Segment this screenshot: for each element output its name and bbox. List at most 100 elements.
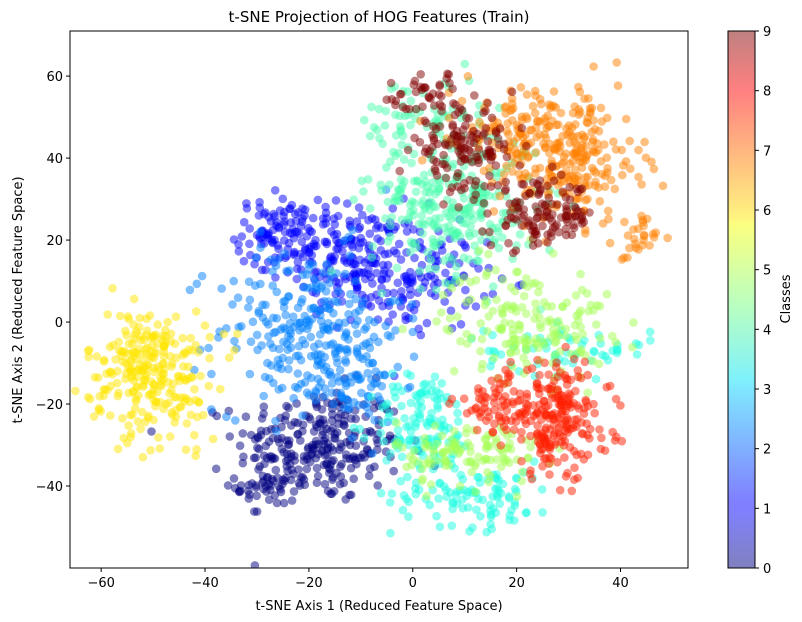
scatter-point-class-8: [555, 485, 565, 495]
scatter-point-class-6: [163, 317, 172, 327]
scatter-point-class-1: [433, 278, 443, 288]
scatter-point-class-2: [409, 352, 419, 362]
scatter-point-class-1: [388, 310, 398, 319]
scatter-point-class-0: [264, 495, 274, 505]
scatter-point-class-9: [409, 80, 419, 89]
scatter-point-class-9: [561, 193, 571, 202]
scatter-point-class-4: [327, 266, 336, 276]
scatter-point-class-6: [191, 395, 200, 405]
scatter-point-class-0: [274, 482, 284, 491]
scatter-point-class-3: [646, 336, 655, 345]
scatter-point-class-8: [572, 450, 581, 460]
scatter-point-class-7: [603, 206, 613, 216]
scatter-point-class-7: [556, 142, 565, 151]
scatter-point-class-1: [311, 235, 320, 245]
scatter-point-class-5: [523, 335, 533, 345]
scatter-point-class-4: [387, 213, 397, 222]
scatter-point-class-7: [556, 108, 566, 118]
scatter-point-class-7: [596, 103, 606, 113]
scatter-point-class-9: [495, 140, 504, 149]
scatter-point-class-7: [518, 152, 527, 161]
scatter-point-class-8: [566, 375, 575, 385]
scatter-point-class-6: [184, 345, 194, 355]
scatter-point-class-2: [251, 253, 261, 262]
scatter-point-class-1: [286, 218, 296, 227]
scatter-point-class-6: [204, 381, 214, 391]
scatter-point-class-2: [333, 358, 342, 368]
scatter-point-class-5: [497, 323, 507, 333]
scatter-point-class-9: [502, 152, 512, 162]
scatter-point-class-8: [550, 409, 559, 418]
scatter-point-class-7: [610, 184, 620, 194]
scatter-point-class-0: [336, 462, 345, 471]
scatter-point-class-7: [613, 81, 623, 90]
scatter-point-class-1: [356, 233, 366, 243]
scatter-point-class-8: [521, 419, 531, 429]
scatter-point-class-9: [469, 126, 479, 136]
scatter-point-class-9: [448, 120, 458, 129]
scatter-point-class-3: [382, 456, 392, 465]
scatter-point-class-8: [541, 411, 550, 420]
scatter-point-class-3: [433, 404, 443, 413]
scatter-point-class-9: [501, 185, 511, 194]
scatter-point-class-2: [356, 374, 366, 383]
scatter-point-class-1: [446, 306, 456, 316]
scatter-point-class-2: [295, 318, 305, 327]
scatter-point-class-2: [245, 295, 255, 305]
scatter-point-class-2: [234, 322, 243, 332]
x-axis-label: t-SNE Axis 1 (Reduced Feature Space): [255, 599, 502, 614]
scatter-point-class-0: [351, 441, 361, 451]
scatter-point-class-9: [567, 230, 577, 240]
scatter-point-class-6: [181, 445, 191, 455]
scatter-point-class-5: [527, 279, 537, 288]
scatter-point-class-7: [535, 94, 545, 104]
scatter-point-class-6: [178, 350, 188, 360]
scatter-point-class-2: [256, 227, 265, 236]
scatter-point-class-2: [244, 277, 254, 287]
scatter-point-class-9: [479, 198, 489, 208]
scatter-point-class-5: [552, 328, 562, 338]
scatter-point-class-5: [483, 268, 492, 277]
scatter-point-class-6: [191, 451, 200, 461]
scatter-point-class-2: [375, 395, 385, 405]
scatter-point-class-2: [228, 300, 237, 309]
scatter-point-class-5: [447, 435, 456, 444]
scatter-point-class-2: [357, 388, 366, 398]
scatter-point-class-9: [495, 124, 505, 133]
scatter-point-class-6: [111, 355, 120, 364]
scatter-point-class-6: [233, 329, 242, 339]
scatter-point-class-1: [242, 204, 252, 213]
scatter-point-class-4: [367, 253, 377, 262]
scatter-point-class-7: [612, 58, 621, 67]
scatter-point-class-4: [488, 282, 498, 291]
scatter-point-class-1: [278, 194, 288, 204]
scatter-point-class-1: [388, 204, 398, 213]
scatter-point-class-4: [441, 208, 451, 218]
scatter-point-class-7: [521, 112, 531, 121]
scatter-point-class-3: [454, 417, 463, 426]
scatter-point-class-5: [440, 456, 449, 466]
scatter-point-class-2: [231, 416, 240, 425]
scatter-point-class-7: [594, 126, 604, 136]
scatter-point-class-0: [328, 475, 337, 485]
scatter-point-class-3: [396, 476, 406, 486]
scatter-point-class-6: [165, 432, 175, 441]
scatter-point-class-8: [522, 393, 532, 402]
scatter-point-class-4: [381, 106, 391, 116]
scatter-point-class-3: [434, 494, 443, 503]
scatter-point-class-7: [626, 164, 635, 173]
scatter-point-class-5: [398, 324, 407, 334]
scatter-point-class-1: [237, 232, 247, 241]
scatter-point-class-4: [428, 178, 438, 187]
scatter-point-class-3: [458, 475, 468, 484]
scatter-point-class-6: [159, 352, 169, 361]
scatter-point-class-0: [229, 474, 239, 483]
scatter-point-class-5: [439, 290, 448, 300]
scatter-point-class-1: [250, 259, 259, 269]
scatter-point-class-2: [204, 343, 213, 353]
scatter-point-class-6: [115, 311, 125, 321]
scatter-point-class-4: [416, 284, 426, 294]
scatter-point-class-9: [576, 215, 586, 225]
scatter-point-class-7: [417, 156, 427, 165]
scatter-point-class-6: [171, 312, 181, 322]
